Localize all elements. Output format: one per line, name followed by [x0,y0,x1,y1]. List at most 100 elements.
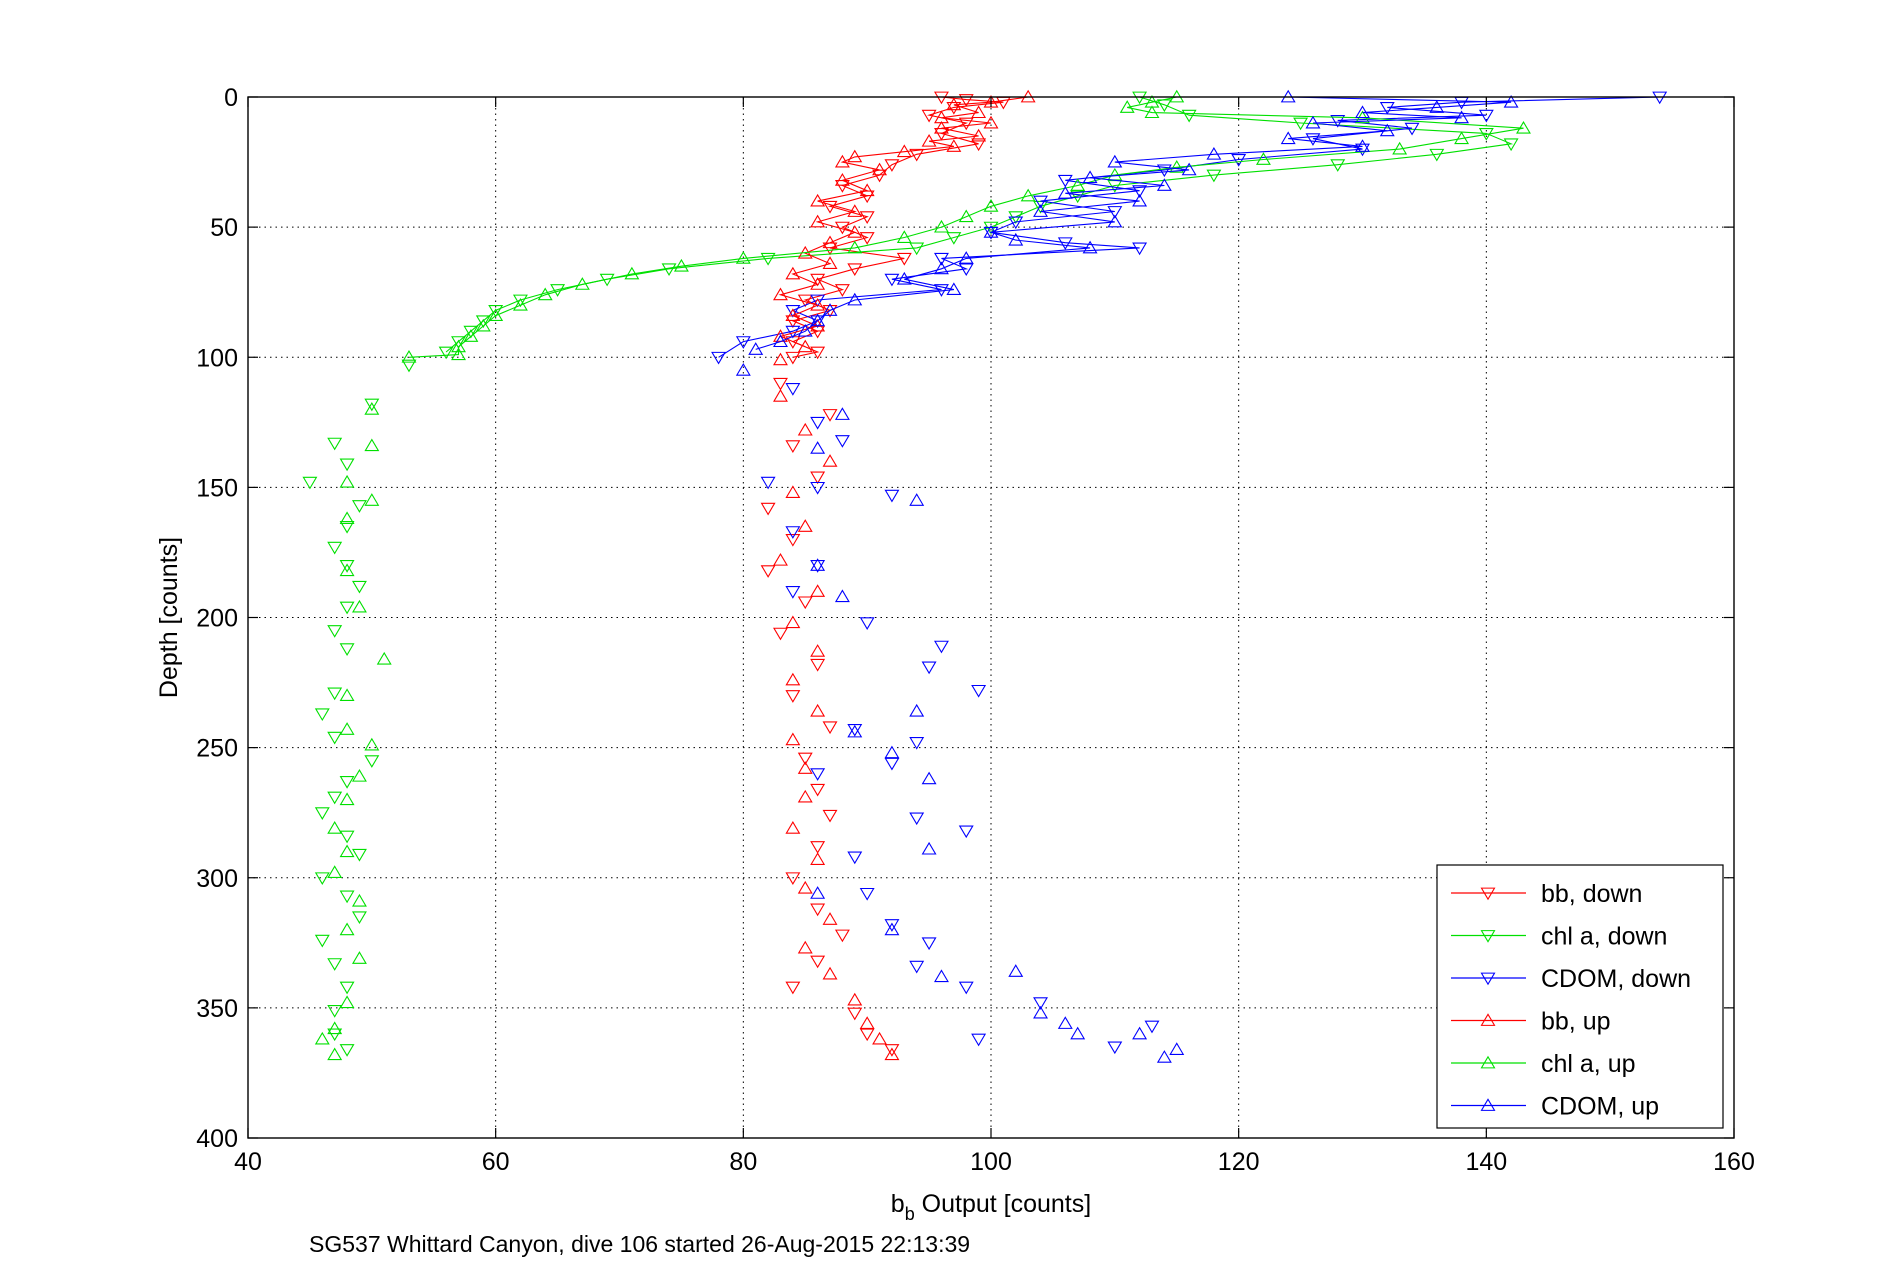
data-point [934,252,949,266]
data-point [351,500,367,513]
data-point [847,204,863,217]
data-point [1478,109,1494,123]
data-point [810,560,826,573]
data-point [748,342,764,355]
series-line [778,96,1029,348]
legend: bb, down chl a, down CDOM, down bb, up chl a… [1436,864,1724,1129]
plot-series [302,89,1668,1063]
data-point [376,651,392,665]
data-point [810,214,826,228]
data-point [909,148,925,162]
data-point [327,687,343,701]
data-point [339,922,355,936]
data-point [327,1005,343,1018]
data-point [351,951,367,964]
data-point [884,745,900,759]
data-point [1008,964,1024,977]
data-point [785,821,801,834]
data-point [934,120,949,134]
data-point [463,329,479,342]
data-point [822,200,838,214]
legend-entry: bb, down [1451,880,1642,908]
data-point [339,776,355,789]
data-point [834,929,850,943]
data-point [859,887,875,901]
data-point [785,872,801,886]
data-point [351,599,367,613]
data-point [773,552,788,566]
data-point [401,349,417,363]
data-point [822,912,838,925]
data-point [351,768,367,782]
data-point [810,416,826,430]
data-point [859,1016,875,1029]
data-point [364,737,380,751]
data-point [958,117,974,131]
data-point [810,886,826,899]
data-point [859,232,875,245]
legend-box [1436,864,1724,1129]
data-point [1070,1026,1086,1040]
x-tick-label: 140 [1465,1148,1507,1176]
data-point [537,287,553,301]
data-point [339,722,355,735]
data-point [896,271,912,285]
data-point [983,225,999,238]
data-point [797,940,813,954]
series-3 [773,89,1036,1061]
data-point [327,791,343,805]
series-line [718,96,1660,358]
data-point [1070,178,1086,191]
data-point [1132,1026,1148,1040]
data-point [773,287,788,301]
data-point [327,625,343,638]
data-point [1033,1005,1048,1019]
data-point [339,511,355,525]
data-point [909,493,925,506]
data-point [797,596,813,610]
data-point [847,292,863,306]
legend-label: chl a, down [1541,923,1667,951]
legend-label: bb, up [1541,1008,1611,1036]
data-point [339,688,355,701]
data-point [797,422,813,436]
data-point [327,1047,343,1061]
data-point [1454,131,1470,145]
data-point [810,346,826,360]
data-point [785,440,801,453]
data-point [834,407,850,420]
data-point [488,304,504,318]
data-point [1132,242,1148,256]
data-point [1156,178,1172,191]
data-point [810,273,826,287]
data-point [1169,1042,1185,1055]
data-point [810,441,826,454]
data-point [735,336,751,349]
data-point [339,830,355,844]
data-point [735,363,751,376]
data-point [760,252,776,266]
data-point [773,352,788,366]
data-point [834,173,850,186]
data-point [364,493,380,506]
data-point [574,277,590,290]
data-point [327,1028,343,1042]
data-point [946,97,962,111]
data-point [834,589,850,603]
data-point [364,438,380,452]
legend-marker [1480,972,1496,986]
data-point [735,251,751,264]
data-point [896,230,912,243]
data-point [822,235,838,249]
data-point [785,732,801,746]
data-point [314,934,330,948]
data-point [822,454,838,467]
x-axis-label: bb Output [counts] [891,1190,1091,1224]
data-point [822,966,838,980]
data-point [810,703,826,717]
y-tick-label: 250 [196,735,238,763]
data-point [1280,131,1296,145]
data-point [1082,170,1098,184]
data-point [1355,143,1370,157]
data-point [760,565,776,578]
